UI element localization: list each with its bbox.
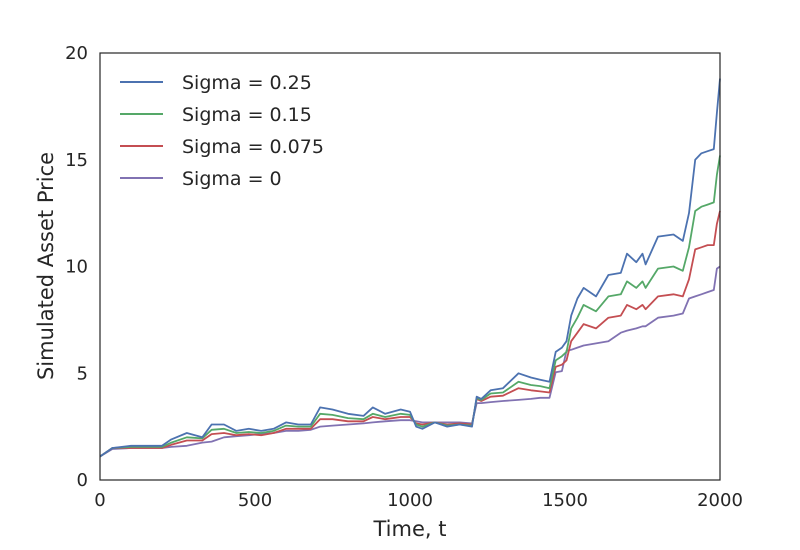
plot-frame xyxy=(99,52,721,481)
x-tick-label: 2000 xyxy=(697,490,743,511)
legend-label: Sigma = 0.075 xyxy=(182,136,324,158)
y-tick-label: 15 xyxy=(65,150,88,171)
series-layer xyxy=(99,78,721,458)
legend-label: Sigma = 0 xyxy=(182,168,282,190)
legend-label: Sigma = 0.15 xyxy=(182,104,312,126)
legend-label: Sigma = 0.25 xyxy=(182,72,312,94)
y-tick-label: 5 xyxy=(77,363,88,384)
x-axis-ticks: 0 500 1000 1500 2000 xyxy=(94,490,743,511)
y-tick-label: 0 xyxy=(77,470,88,491)
y-axis-title: Simulated Asset Price xyxy=(34,152,58,380)
x-tick-label: 500 xyxy=(238,490,272,511)
y-axis-ticks: 0 5 10 15 20 xyxy=(65,43,88,491)
x-tick-label: 0 xyxy=(94,490,105,511)
series-line-0 xyxy=(99,78,721,458)
x-axis-title: Time, t xyxy=(373,517,447,541)
legend: Sigma = 0.25 Sigma = 0.15 Sigma = 0.075 Sig… xyxy=(120,72,324,190)
series-line-3 xyxy=(99,265,721,458)
y-tick-label: 10 xyxy=(65,257,88,278)
y-tick-label: 20 xyxy=(65,43,88,64)
x-tick-label: 1500 xyxy=(542,490,588,511)
x-tick-label: 1000 xyxy=(387,490,433,511)
